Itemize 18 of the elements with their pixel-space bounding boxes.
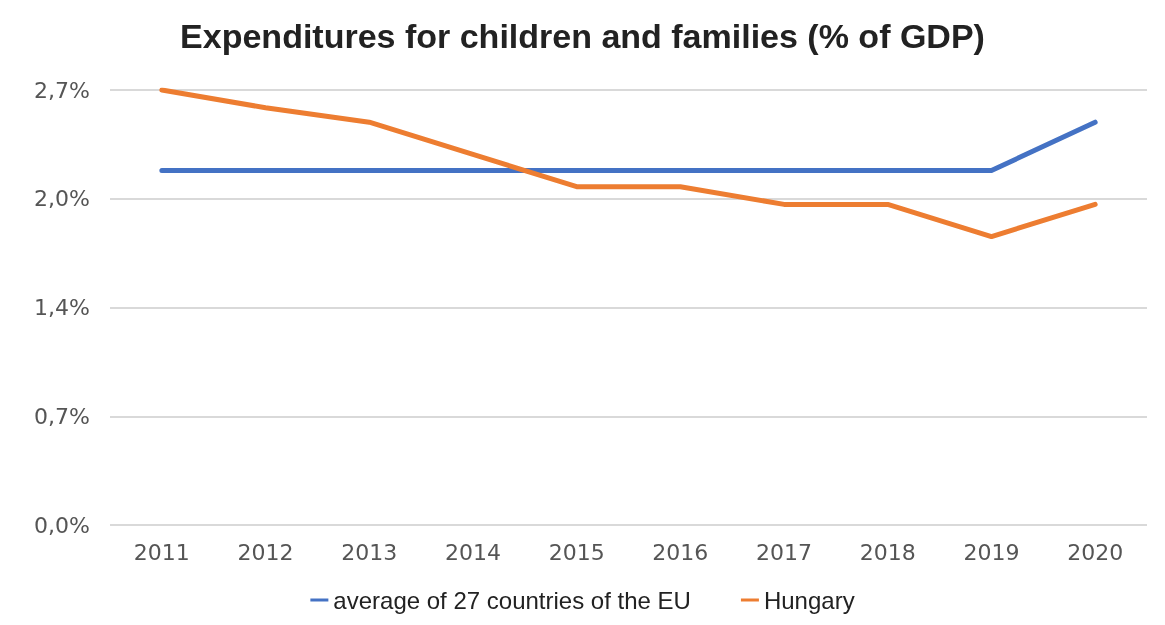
y-tick-label: 0,0%: [34, 512, 90, 538]
x-tick-label: 2020: [1067, 539, 1124, 565]
x-tick-label: 2019: [963, 539, 1020, 565]
x-tick-label: 2011: [133, 539, 190, 565]
x-tick-label: 2018: [859, 539, 916, 565]
x-tick-label: 2012: [237, 539, 294, 565]
x-tick-label: 2014: [444, 539, 501, 565]
legend-label: average of 27 countries of the EU: [333, 586, 691, 614]
y-tick-label: 0,7%: [34, 403, 90, 429]
chart-title: Expenditures for children and families (% of GDP): [180, 17, 985, 55]
x-tick-label: 2017: [756, 539, 813, 565]
x-tick-label: 2013: [341, 539, 398, 565]
y-tick-label: 2,7%: [34, 77, 90, 103]
legend-label: Hungary: [763, 586, 855, 614]
x-tick-label: 2015: [548, 539, 605, 565]
y-tick-label: 2,0%: [34, 186, 90, 212]
y-tick-label: 1,4%: [34, 295, 90, 320]
x-tick-label: 2016: [652, 539, 709, 565]
